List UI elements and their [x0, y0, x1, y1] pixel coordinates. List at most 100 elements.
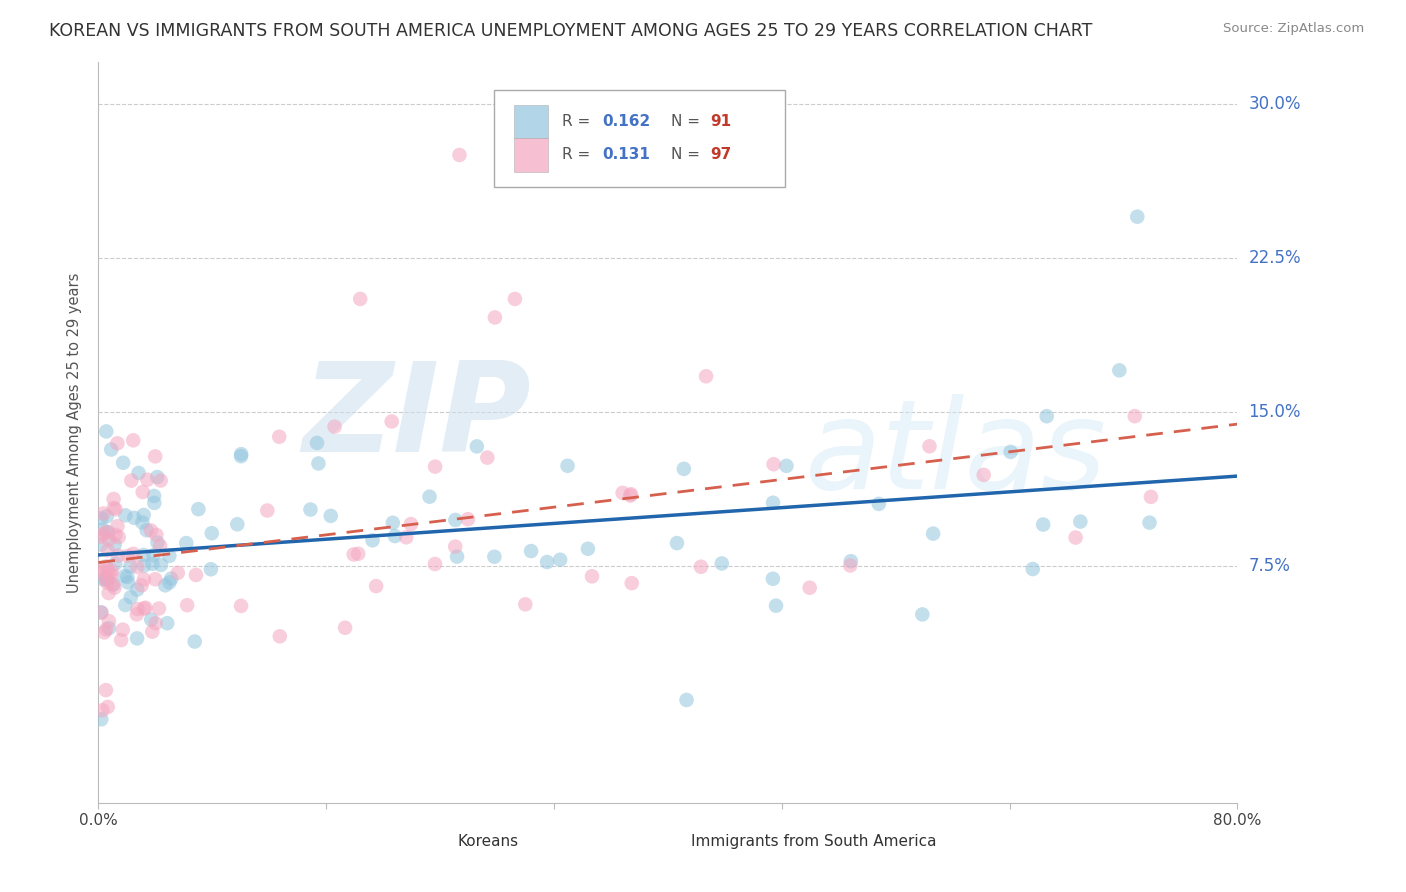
Point — [101, 577, 124, 591]
Point — [419, 490, 441, 504]
Point — [361, 533, 384, 548]
Point — [576, 541, 599, 556]
Text: Source: ZipAtlas.com: Source: ZipAtlas.com — [1223, 22, 1364, 36]
Point — [114, 569, 136, 583]
Point — [100, 442, 122, 457]
Point — [91, 703, 114, 717]
Point — [710, 557, 733, 571]
Point — [128, 466, 150, 480]
Point — [347, 547, 370, 561]
Point — [97, 525, 120, 540]
Point — [97, 586, 120, 600]
Point — [139, 524, 162, 538]
Point — [160, 572, 183, 586]
Point — [120, 559, 142, 574]
FancyBboxPatch shape — [657, 828, 682, 853]
Point — [93, 625, 115, 640]
Point — [132, 558, 155, 573]
Text: ZIP: ZIP — [302, 358, 531, 478]
Point — [1022, 562, 1045, 576]
Point — [90, 606, 112, 620]
Point — [384, 529, 406, 543]
Point — [122, 547, 145, 561]
Point — [395, 530, 418, 544]
Point — [157, 575, 180, 590]
Point — [96, 524, 118, 539]
Point — [444, 513, 467, 527]
Point — [91, 507, 114, 521]
Point — [201, 526, 224, 541]
Point — [117, 549, 139, 563]
Point — [125, 607, 148, 622]
Point — [1000, 445, 1022, 459]
Point — [94, 573, 117, 587]
Point — [120, 590, 142, 604]
Point — [839, 558, 862, 573]
Point — [141, 557, 163, 571]
Point — [103, 491, 125, 506]
Point — [665, 536, 688, 550]
Point — [96, 575, 118, 590]
Point — [226, 517, 249, 532]
Point — [690, 559, 713, 574]
Point — [581, 569, 603, 583]
Point — [1140, 490, 1163, 504]
Point — [381, 516, 404, 530]
Point — [143, 450, 166, 464]
Point — [1126, 210, 1149, 224]
Point — [131, 516, 153, 530]
Point — [762, 572, 785, 586]
Point — [149, 558, 172, 572]
Point — [695, 369, 717, 384]
Point — [97, 533, 120, 547]
Point — [922, 526, 945, 541]
Point — [136, 473, 159, 487]
Text: 15.0%: 15.0% — [1249, 403, 1301, 421]
Point — [484, 549, 506, 564]
Point — [104, 502, 127, 516]
Point — [423, 459, 446, 474]
Point — [799, 581, 821, 595]
Point — [343, 548, 366, 562]
Point — [112, 456, 135, 470]
Point — [122, 434, 145, 448]
Point — [536, 555, 558, 569]
Point — [149, 539, 172, 553]
Point — [143, 496, 166, 510]
Point — [141, 612, 163, 626]
Point — [775, 458, 797, 473]
Text: R =: R = — [562, 147, 595, 162]
Point — [100, 567, 122, 582]
Point — [148, 601, 170, 615]
Point — [156, 616, 179, 631]
Point — [132, 508, 155, 522]
Point — [557, 458, 579, 473]
Point — [134, 600, 156, 615]
Point — [91, 572, 114, 586]
Point — [200, 562, 222, 576]
Point — [104, 538, 127, 552]
Point — [131, 578, 153, 592]
Point — [366, 579, 388, 593]
Point — [918, 439, 941, 453]
Point — [117, 570, 139, 584]
Text: 22.5%: 22.5% — [1249, 249, 1301, 267]
Point — [174, 536, 197, 550]
FancyBboxPatch shape — [423, 828, 449, 853]
Point — [155, 578, 177, 592]
Point — [132, 548, 155, 562]
Point — [269, 629, 291, 643]
Point — [97, 543, 120, 558]
Point — [1035, 409, 1057, 424]
Point — [96, 509, 118, 524]
Point — [1139, 516, 1161, 530]
Point — [127, 582, 149, 597]
FancyBboxPatch shape — [494, 90, 785, 186]
Point — [619, 489, 641, 503]
Point — [96, 425, 118, 439]
Text: N =: N = — [671, 147, 706, 162]
Point — [762, 496, 785, 510]
Point — [114, 598, 136, 612]
Point — [446, 549, 468, 564]
Point — [103, 500, 125, 515]
